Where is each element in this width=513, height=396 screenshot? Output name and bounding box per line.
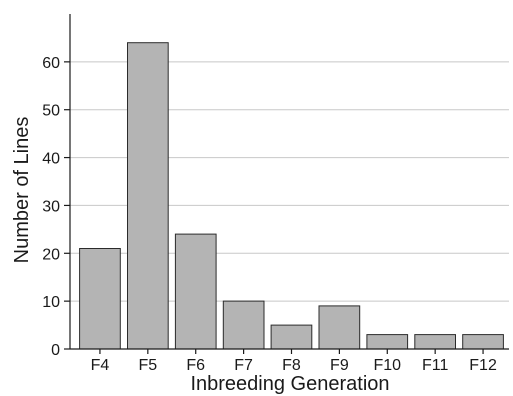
bar-f5: [127, 42, 169, 350]
x-tick-label: F10: [373, 357, 401, 374]
y-tick-label: 30: [42, 198, 60, 215]
x-tick-label: F5: [138, 357, 157, 374]
x-tick-label: F8: [282, 357, 301, 374]
bar-f4: [79, 248, 121, 350]
y-tick-label: 60: [42, 55, 60, 72]
y-tick-label: 40: [42, 151, 60, 168]
x-tick-label: F6: [186, 357, 205, 374]
x-axis-label: Inbreeding Generation: [190, 373, 389, 395]
y-tick-label: 10: [42, 294, 60, 311]
bar-f9: [318, 305, 361, 350]
x-tick-label: F9: [330, 357, 349, 374]
x-tick-label: F11: [422, 357, 448, 374]
bar-f10: [366, 334, 409, 350]
y-tick-label: 50: [42, 103, 60, 120]
x-tick-label: F12: [469, 357, 497, 374]
bar-f6: [174, 233, 217, 350]
x-tick-label: F7: [234, 357, 253, 374]
bars: [79, 42, 504, 350]
bar-f8: [270, 324, 313, 350]
y-tick-labels: 0 10 20 30 40 50 60: [42, 55, 70, 359]
bar-f7: [222, 300, 265, 350]
x-tick-labels: F4 F5 F6 F7 F8 F9 F10 F11 F12: [91, 349, 497, 374]
y-tick-label: 0: [51, 342, 60, 359]
bar-f11: [414, 334, 456, 350]
axes: [69, 14, 509, 350]
x-tick-label: F4: [91, 357, 110, 374]
bar-f12: [462, 334, 504, 350]
y-tick-label: 20: [42, 246, 60, 263]
y-axis-label: Number of Lines: [11, 117, 33, 264]
